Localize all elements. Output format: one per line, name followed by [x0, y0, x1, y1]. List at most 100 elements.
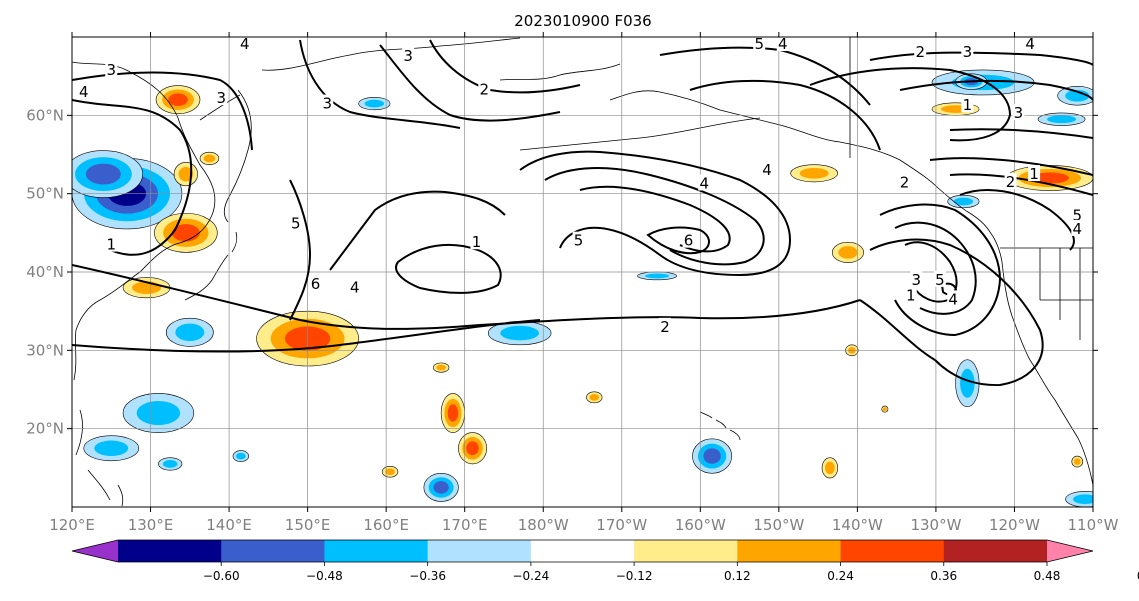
- coastline-asia: [72, 61, 216, 381]
- contour-label-bg: [910, 270, 923, 287]
- anomaly-band: [436, 364, 446, 371]
- anomaly-region: [1071, 455, 1084, 468]
- anomaly-region: [1065, 491, 1093, 507]
- anomaly-region: [173, 162, 198, 187]
- coastline-hawaii: [699, 411, 741, 441]
- anomaly-band: [589, 393, 600, 401]
- contour-label: 4: [240, 35, 250, 53]
- anomaly-region: [122, 277, 171, 299]
- anomaly-region: [586, 391, 603, 404]
- anomaly-band: [168, 93, 188, 106]
- contour-label: 3: [963, 43, 973, 61]
- contour-line: [949, 173, 1093, 196]
- contour-label: 3: [912, 271, 922, 289]
- anomaly-band: [178, 166, 194, 182]
- contour-label: 4: [762, 161, 772, 179]
- contour-line: [899, 79, 1093, 101]
- colorbar-outline: [71, 539, 1094, 563]
- coastline-philippines: [87, 469, 124, 507]
- x-tick-label: 170°E: [442, 516, 488, 534]
- anomaly-band: [203, 154, 216, 163]
- anomaly-band: [1030, 172, 1070, 184]
- anomaly-region: [154, 212, 218, 253]
- contour-label: 3: [1014, 104, 1024, 122]
- contour-label: 4: [79, 83, 89, 101]
- x-tick-label: 120°W: [989, 516, 1040, 534]
- colorbar-tick-label: 0.36: [930, 569, 957, 583]
- anomaly-region: [232, 450, 250, 462]
- contour-label: 4: [699, 174, 709, 192]
- contour-label-bg: [1071, 206, 1084, 223]
- anomaly-band: [1073, 494, 1093, 504]
- contour-label-bg: [753, 35, 766, 52]
- coastlines: [72, 37, 1093, 507]
- anomaly-band: [236, 452, 246, 460]
- contour-label-bg: [898, 173, 911, 190]
- y-tick-label: 50°N: [26, 185, 64, 203]
- anomaly-band: [364, 99, 385, 108]
- colorbar-tick-label: −0.60: [203, 569, 240, 583]
- contour-line: [959, 189, 1075, 251]
- colorbar-swatch: [840, 540, 945, 562]
- contour-label-bg: [947, 290, 960, 307]
- y-tick-label: 40°N: [26, 263, 64, 281]
- coastline-alaska: [609, 90, 939, 189]
- shaded-anomalies: [72, 69, 1093, 507]
- contour-label: 2: [900, 174, 910, 192]
- axis-ticks: 120°E 130°E 140°E 150°E 160°E 170°E 180°W 170°W…: [26, 32, 1119, 534]
- colorbar-tick-label: 0.12: [724, 569, 751, 583]
- contour-label-bg: [572, 231, 585, 248]
- contour-label: 5: [574, 232, 584, 250]
- y-tick-label: 30°N: [26, 341, 64, 359]
- anomaly-region: [692, 438, 733, 474]
- contour-label-bg: [904, 286, 917, 303]
- contour-label: 3: [403, 47, 413, 65]
- x-tick-label: 120°E: [49, 516, 95, 534]
- anomaly-band: [838, 246, 858, 259]
- contour-line: [289, 179, 312, 321]
- anomaly-band: [162, 460, 178, 468]
- anomaly-region: [158, 457, 183, 471]
- colorbar: −0.60 −0.48 −0.36 −0.24 −0.12 0.12 0.24 0.36 0.4…: [71, 539, 1139, 583]
- colorbar-swatch: [324, 540, 429, 562]
- contour-label: 1: [906, 287, 916, 305]
- anomaly-region: [381, 465, 399, 478]
- contour-label: 2: [660, 318, 670, 336]
- anomaly-region: [440, 393, 465, 433]
- colorbar-swatch: [118, 540, 222, 562]
- colorbar-tick-label: −0.48: [306, 569, 343, 583]
- contour-label-bg: [698, 174, 711, 191]
- contour-line: [869, 238, 1044, 387]
- contour-label: 5: [1073, 207, 1083, 225]
- contour-label-bg: [761, 161, 774, 178]
- contour-label-bg: [682, 231, 695, 248]
- contour-label: 1: [106, 236, 116, 254]
- anomaly-band: [960, 368, 975, 398]
- anomaly-band: [447, 404, 459, 422]
- contour-label-bg: [961, 42, 974, 59]
- coastline-us-west: [1001, 261, 1093, 486]
- contour-line: [689, 79, 881, 151]
- contour-line: [379, 44, 561, 122]
- contour-line: [72, 264, 861, 330]
- contour-label-bg: [1071, 219, 1084, 236]
- colorbar-swatch: [634, 540, 738, 562]
- contour-label: 4: [1025, 35, 1035, 53]
- contour-label: 3: [106, 61, 116, 79]
- contour-label: 2: [1006, 173, 1016, 191]
- contour-line: [646, 226, 710, 255]
- contour-label-bg: [105, 60, 118, 77]
- colorbar-swatch: [530, 540, 635, 562]
- contour-label-bg: [478, 80, 491, 97]
- contour-label: 3: [322, 95, 332, 113]
- coastline-japan: [184, 231, 238, 301]
- x-tick-label: 140°W: [832, 516, 883, 534]
- contour-line: [904, 241, 958, 303]
- coastline-kamchatka: [224, 89, 252, 223]
- contour-label: 1: [963, 96, 973, 114]
- contour-label-bg: [321, 94, 334, 111]
- anomaly-band: [85, 163, 121, 185]
- anomaly-region: [831, 241, 864, 263]
- anomaly-region: [122, 393, 195, 433]
- contour-line: [949, 128, 1093, 139]
